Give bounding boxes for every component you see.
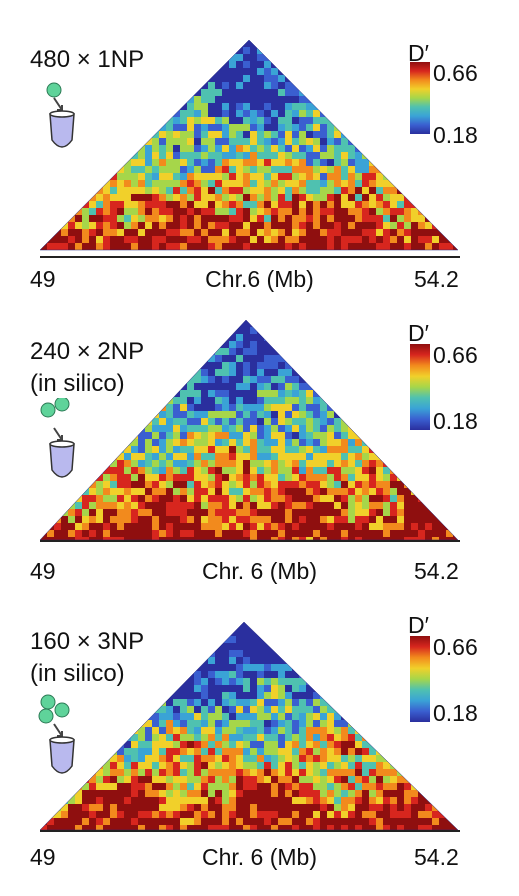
arrow-icon <box>53 723 63 737</box>
x-axis-end-label: 54.2 <box>414 266 459 292</box>
colorbar-title: D′ <box>408 612 429 638</box>
colorbar-title: D′ <box>408 40 429 66</box>
nanoparticle-bead <box>54 398 70 412</box>
tube-icon <box>49 443 75 478</box>
arrow-icon <box>53 427 63 441</box>
colorbar <box>410 344 430 430</box>
colorbar-title: D′ <box>408 320 429 346</box>
x-axis-end-label: 54.2 <box>414 844 459 870</box>
contact-heatmap <box>39 621 459 831</box>
colorbar-max-label: 0.66 <box>433 634 478 660</box>
colorbar <box>410 636 430 722</box>
x-axis-line <box>40 256 460 258</box>
tube-rim-icon <box>49 440 75 448</box>
tube-icon <box>49 113 75 148</box>
colorbar-max-label: 0.66 <box>433 60 478 86</box>
arrow-icon <box>53 97 63 111</box>
x-axis-title: Chr. 6 (Mb) <box>201 844 318 870</box>
condition-label: 240 × 2NP (in silico) <box>30 338 145 397</box>
nanoparticle-bead <box>40 402 56 418</box>
nanoparticle-tube-icon <box>38 694 75 774</box>
x-axis-line <box>40 830 460 832</box>
panel-2: 240 × 2NP (in silico) D′ 0.66 0.18 49 Ch… <box>0 290 519 584</box>
nanoparticle-tube-icon <box>40 398 75 478</box>
x-axis-start-label: 49 <box>30 558 56 584</box>
x-axis-title: Chr.6 (Mb) <box>205 266 314 292</box>
x-axis-start-label: 49 <box>30 266 56 292</box>
nanoparticle-bead <box>38 708 54 724</box>
colorbar-min-label: 0.18 <box>433 700 478 726</box>
nanoparticle-tube-icon <box>46 82 75 148</box>
nanoparticle-bead <box>46 82 62 98</box>
contact-heatmap <box>39 319 459 541</box>
nanoparticle-bead <box>40 694 56 710</box>
colorbar-min-label: 0.18 <box>433 408 478 434</box>
x-axis-end-label: 54.2 <box>414 558 459 584</box>
nanoparticle-bead <box>54 702 70 718</box>
panel-3: 160 × 3NP (in silico) D′ 0.66 0.18 49 Ch… <box>0 580 519 870</box>
x-axis-start-label: 49 <box>30 844 56 870</box>
colorbar <box>410 62 430 134</box>
colorbar-min-label: 0.18 <box>433 122 478 148</box>
panel-1: 480 × 1NP D′ 0.66 0.18 49 Chr.6 (Mb) 54.… <box>0 0 519 292</box>
x-axis-title: Chr. 6 (Mb) <box>201 558 318 584</box>
tube-rim-icon <box>49 736 75 744</box>
colorbar-max-label: 0.66 <box>433 342 478 368</box>
x-axis-line <box>40 540 460 542</box>
tube-icon <box>49 739 75 774</box>
condition-label: 480 × 1NP <box>30 46 145 73</box>
tube-rim-icon <box>49 110 75 118</box>
condition-label: 160 × 3NP (in silico) <box>30 628 145 687</box>
